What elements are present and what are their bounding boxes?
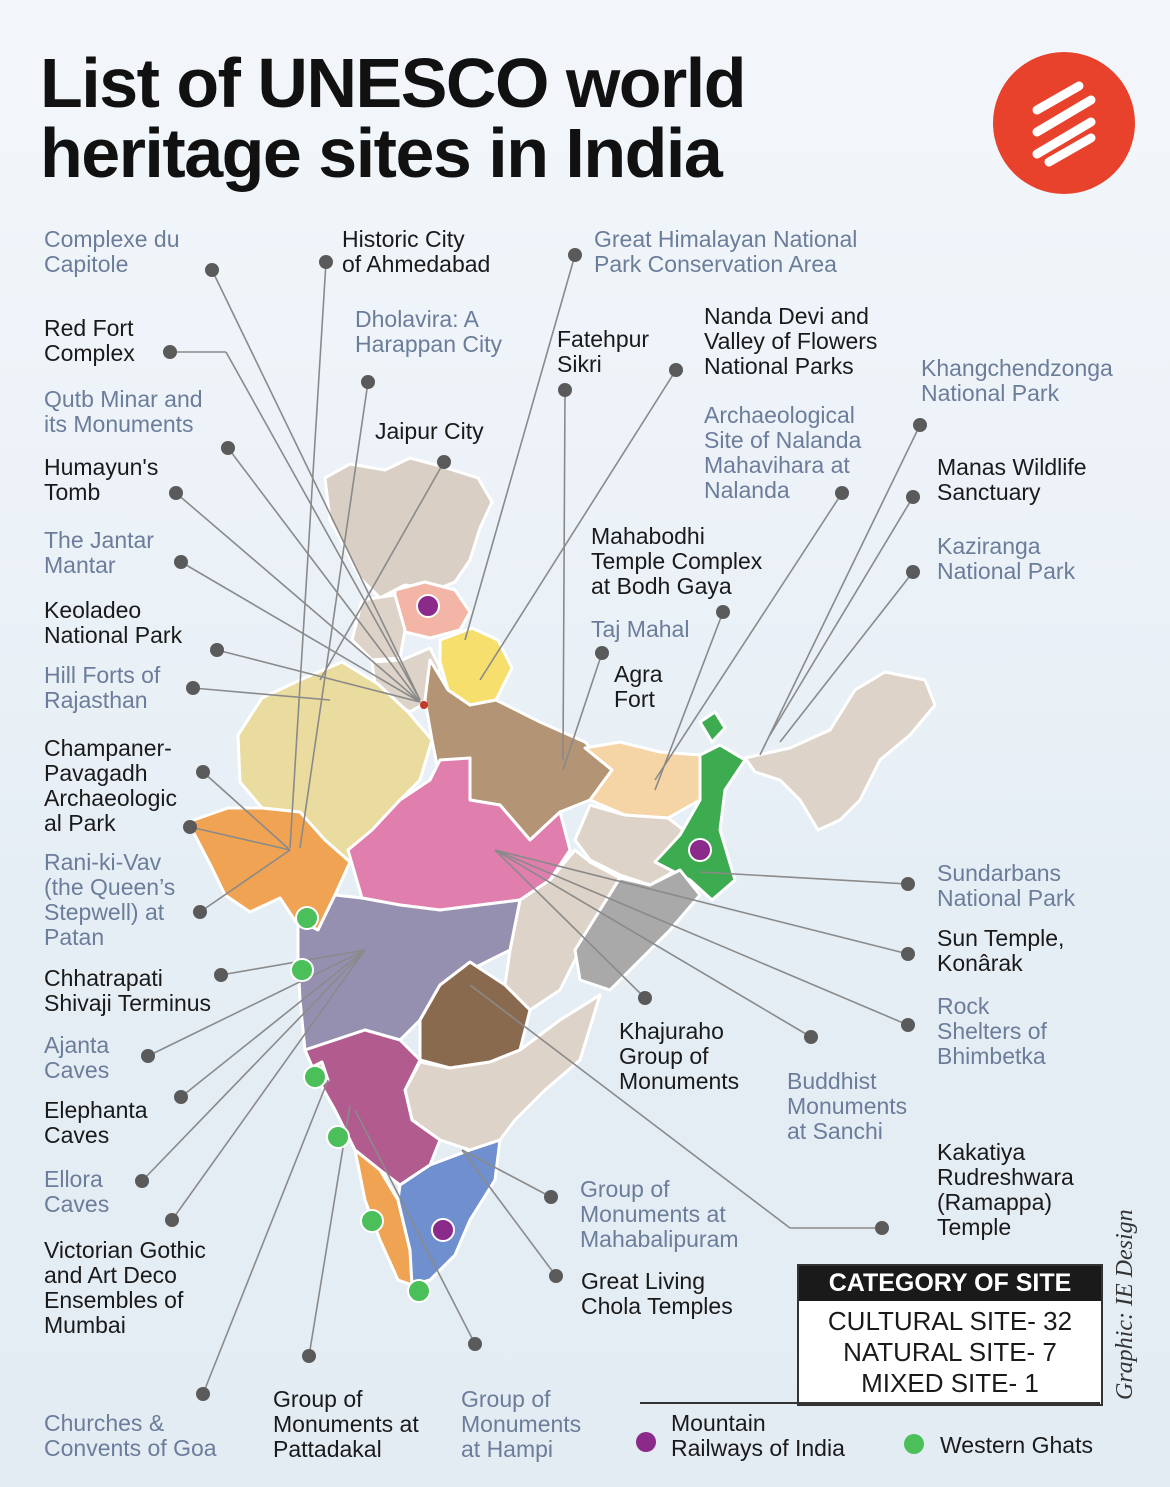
western-ghats-marker: [326, 1125, 350, 1149]
title-line-1: List of UNESCO world: [40, 44, 747, 122]
site-label-bhimbetka: Rock Shelters of Bhimbetka: [937, 993, 1047, 1069]
site-label-goa: Churches & Convents of Goa: [44, 1410, 217, 1461]
region-sikkim: [698, 710, 727, 744]
mountain-railway-marker: [431, 1218, 455, 1242]
title-line-2: heritage sites in India: [40, 114, 723, 192]
legend-heading: CATEGORY OF SITE: [799, 1266, 1101, 1301]
region-northeast: [743, 670, 937, 832]
site-label-qutb-minar: Qutb Minar and its Monuments: [44, 386, 203, 437]
mountain-railway-marker: [688, 838, 712, 862]
logo-mark-icon: [1032, 81, 1096, 167]
leader-lines: [141, 254, 921, 1395]
page-title: List of UNESCO world heritage sites in I…: [40, 48, 747, 188]
site-label-champaner: Champaner- Pavagadh Archaeologic al Park: [44, 735, 177, 836]
site-label-hill-forts: Hill Forts of Rajasthan: [44, 662, 161, 713]
legend-divider: [640, 1402, 1100, 1404]
site-label-jantar-mantar: The Jantar Mantar: [44, 527, 154, 578]
site-label-rani-ki-vav: Rani-ki-Vav (the Queen’s Stepwell) at Pa…: [44, 849, 176, 950]
key-mountain-railways: Mountain Railways of India: [671, 1410, 845, 1461]
western-ghats-marker: [407, 1279, 431, 1303]
mountain-railway-marker: [416, 594, 440, 618]
state-regions: [186, 456, 937, 1287]
legend-cultural: CULTURAL SITE- 32: [827, 1306, 1073, 1336]
site-label-great-himalayan: Great Himalayan National Park Conservati…: [594, 226, 858, 277]
site-label-elephanta: Elephanta Caves: [44, 1097, 148, 1148]
western-ghats-marker: [290, 958, 314, 982]
site-label-mahabalipuram: Group of Monuments at Mahabalipuram: [580, 1176, 739, 1252]
region-bihar: [583, 740, 702, 820]
legend-natural: NATURAL SITE- 7: [843, 1337, 1057, 1367]
western-ghats-marker: [295, 906, 319, 930]
site-label-ellora: Ellora Caves: [44, 1166, 110, 1217]
site-label-dholavira: Dholavira: A Harappan City: [355, 306, 503, 357]
site-label-kakatiya: Kakatiya Rudreshwara (Ramappa) Temple: [937, 1139, 1074, 1240]
site-label-sanchi: Buddhist Monuments at Sanchi: [787, 1068, 908, 1144]
site-label-historic-city-ahmedabad: Historic City of Ahmedabad: [342, 226, 491, 277]
region-up: [423, 658, 614, 842]
site-label-nanda-devi: Nanda Devi and Valley of Flowers Nationa…: [704, 303, 878, 379]
indian-express-logo-icon: [993, 52, 1135, 194]
site-label-hampi: Group of Monuments at Hampi: [461, 1386, 582, 1462]
region-north: [323, 456, 494, 600]
site-label-taj-mahal: Taj Mahal: [591, 616, 690, 642]
leader-dots: [135, 248, 927, 1401]
site-label-chola: Great Living Chola Temples: [581, 1268, 733, 1319]
region-wb: [653, 743, 747, 902]
legend-mixed: MIXED SITE- 1: [861, 1368, 1039, 1398]
site-label-complexe-du-capitole: Complexe du Capitole: [44, 226, 180, 277]
site-label-manas: Manas Wildlife Sanctuary: [937, 454, 1087, 505]
category-legend: CATEGORY OF SITE CULTURAL SITE- 32 NATUR…: [797, 1264, 1103, 1406]
site-label-khajuraho: Khajuraho Group of Monuments: [619, 1018, 740, 1094]
site-label-humayuns-tomb: Humayun's Tomb: [44, 454, 159, 505]
site-label-chhatrapati: Chhatrapati Shivaji Terminus: [44, 965, 212, 1016]
site-markers: [290, 594, 712, 1303]
site-label-sun-temple: Sun Temple, Konârak: [937, 925, 1065, 976]
site-label-nalanda: Archaeological Site of Nalanda Mahavihar…: [704, 402, 862, 503]
region-karnataka: [303, 1028, 442, 1187]
site-label-mahabodhi: Mahabodhi Temple Complex at Bodh Gaya: [591, 523, 763, 599]
site-label-agra-fort: Agra Fort: [614, 661, 663, 712]
site-label-keoladeo: Keoladeo National Park: [44, 597, 183, 648]
western-ghats-dot-icon: [904, 1434, 924, 1454]
site-label-pattadakal: Group of Monuments at Pattadakal: [273, 1386, 419, 1462]
key-western-ghats: Western Ghats: [940, 1432, 1093, 1458]
site-label-sundarbans: Sundarbans National Park: [937, 860, 1076, 911]
western-ghats-marker: [360, 1209, 384, 1233]
site-label-victorian-gothic: Victorian Gothic and Art Deco Ensembles …: [44, 1237, 206, 1338]
graphic-credit: Graphic: IE Design: [1112, 1209, 1138, 1400]
western-ghats-marker: [303, 1065, 327, 1089]
site-label-kaziranga: Kaziranga National Park: [937, 533, 1076, 584]
site-label-jaipur-city: Jaipur City: [375, 418, 484, 444]
site-label-ajanta: Ajanta Caves: [44, 1032, 110, 1083]
site-label-fatehpur-sikri: Fatehpur Sikri: [557, 326, 650, 377]
site-label-khangchendzonga: Khangchendzonga National Park: [921, 355, 1113, 406]
mountain-railways-dot-icon: [636, 1432, 656, 1452]
site-label-red-fort: Red Fort Complex: [44, 315, 135, 366]
